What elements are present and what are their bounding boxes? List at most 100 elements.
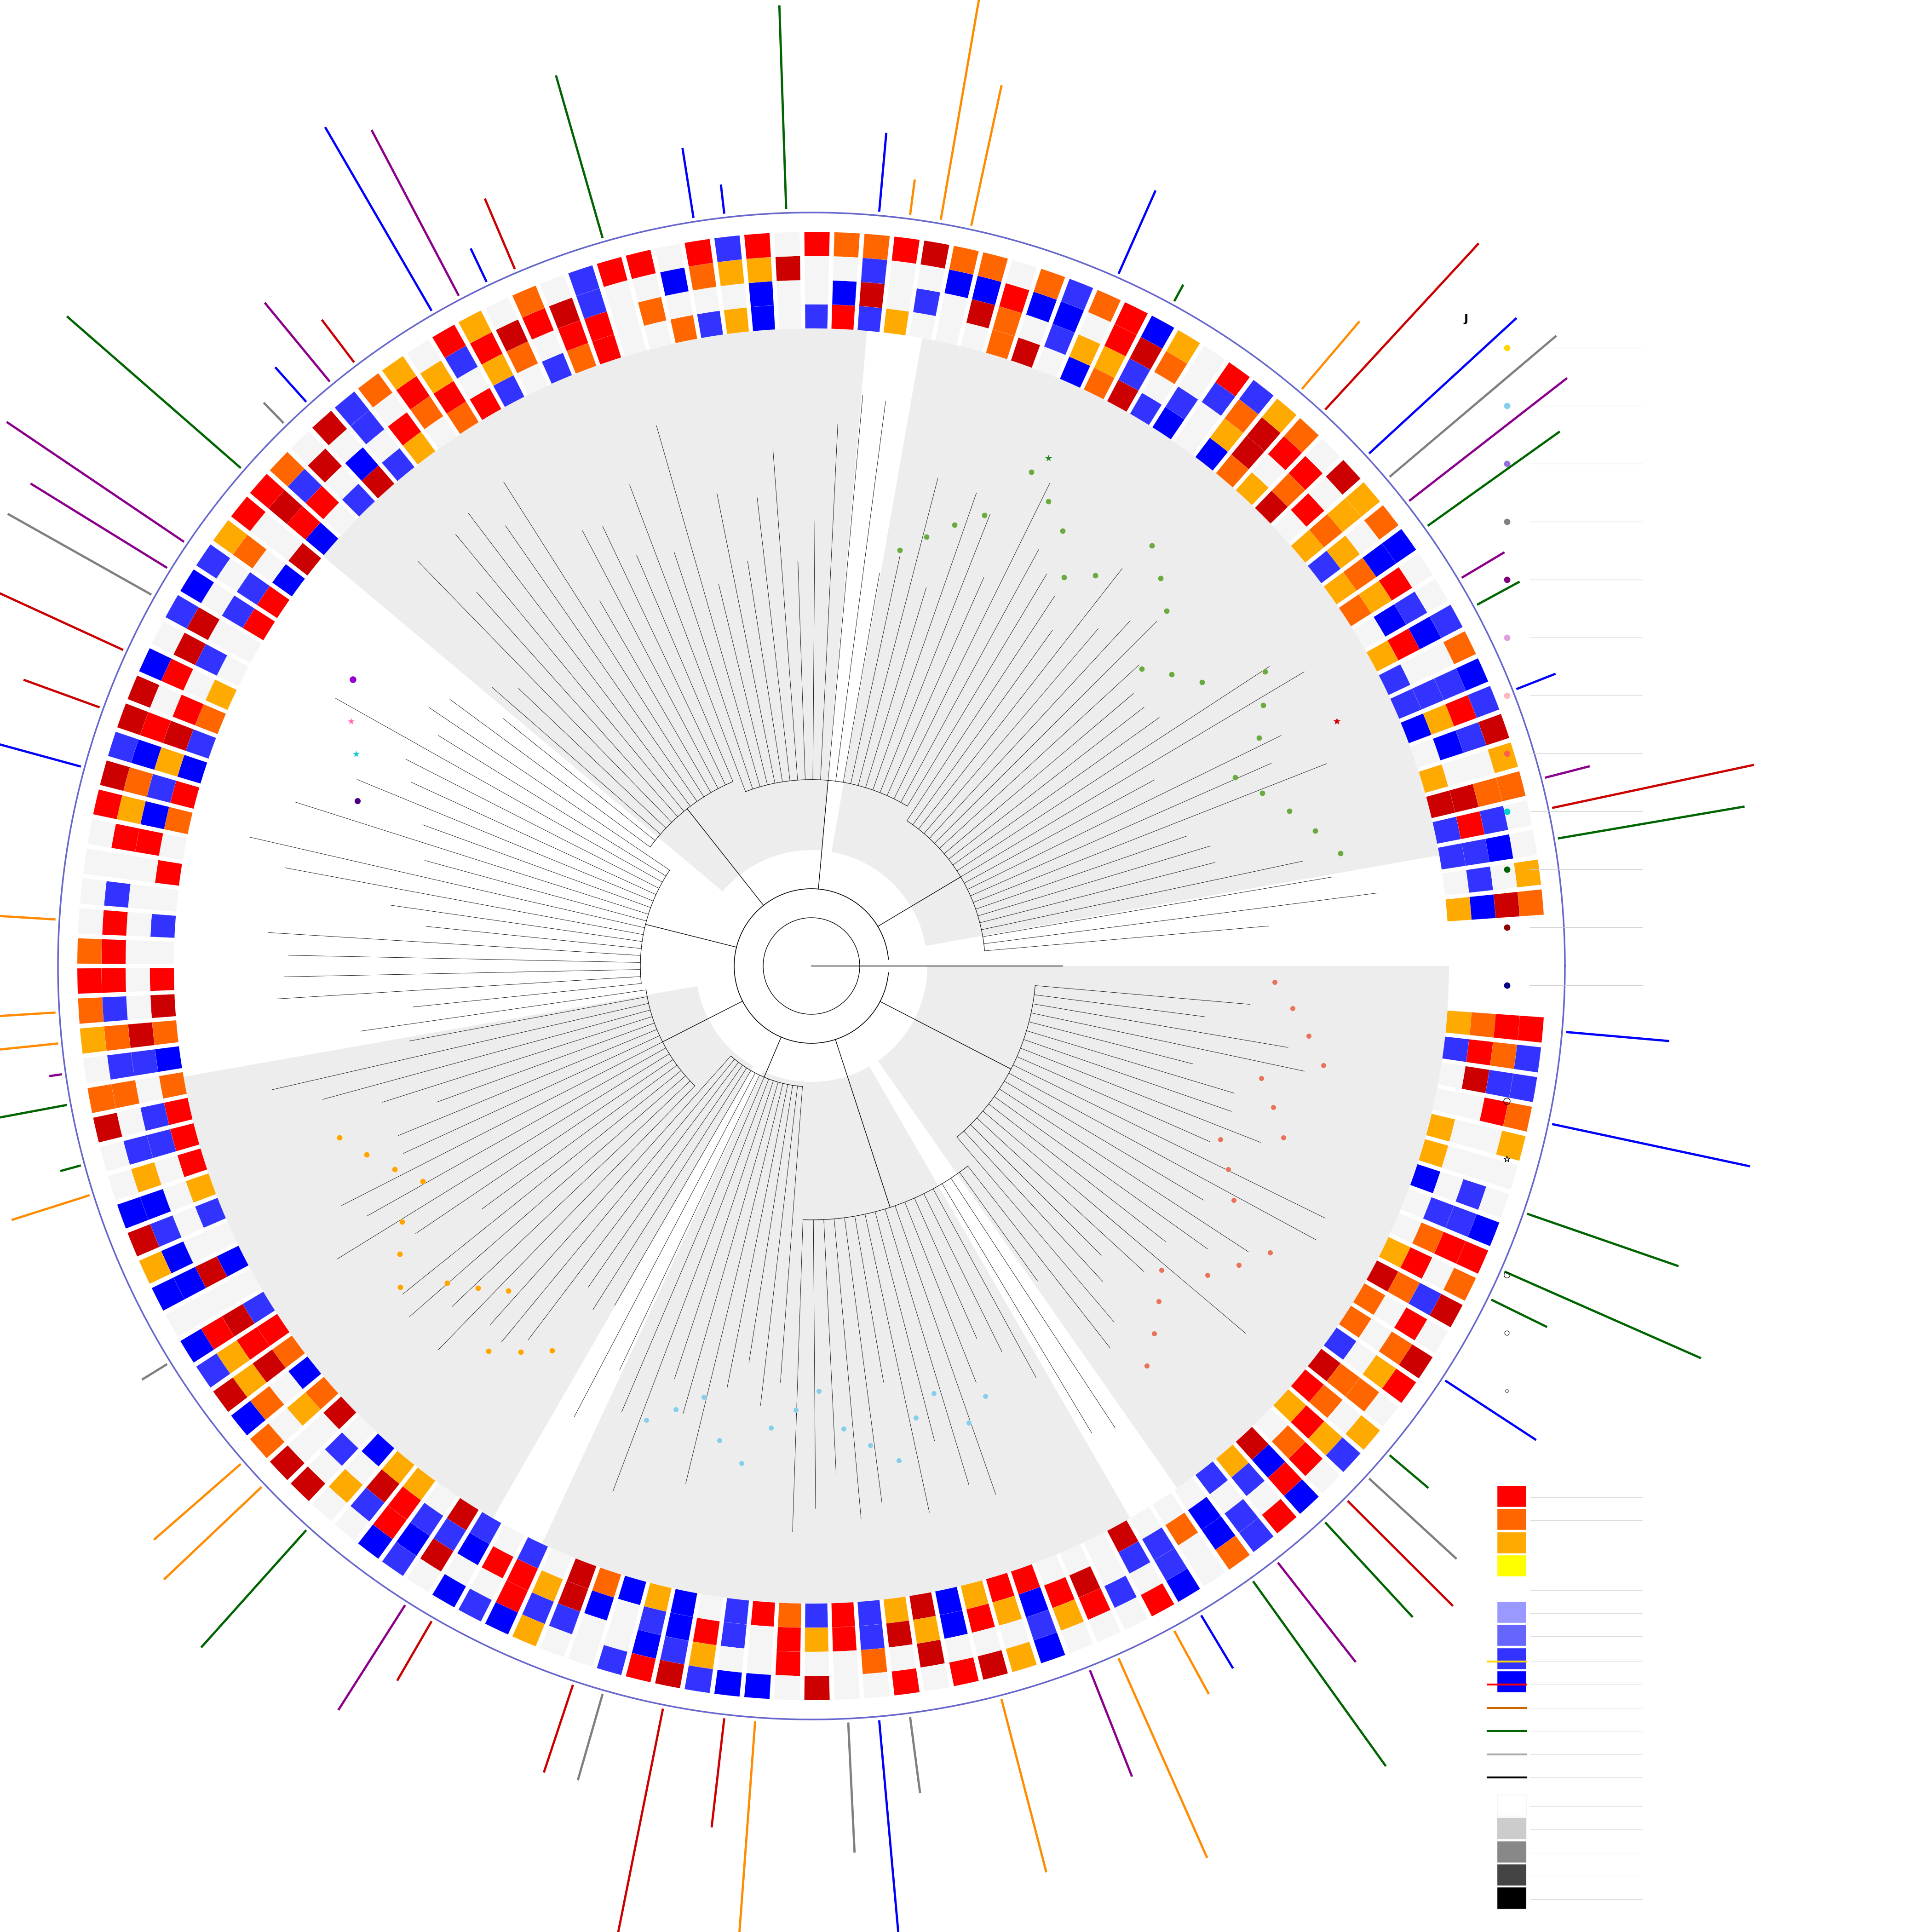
- Polygon shape: [1130, 392, 1161, 425]
- Polygon shape: [1366, 639, 1399, 672]
- Point: [1273, 796, 1304, 827]
- Point: [1151, 595, 1182, 626]
- Polygon shape: [1345, 1378, 1379, 1412]
- Polygon shape: [806, 1604, 829, 1627]
- Polygon shape: [131, 856, 158, 883]
- Polygon shape: [350, 410, 384, 444]
- Point: [970, 1381, 1001, 1412]
- Polygon shape: [102, 968, 126, 993]
- Polygon shape: [999, 1619, 1030, 1648]
- Polygon shape: [1215, 1445, 1248, 1478]
- Polygon shape: [597, 1644, 628, 1675]
- Polygon shape: [222, 595, 255, 628]
- Polygon shape: [270, 452, 305, 487]
- Polygon shape: [1443, 1267, 1476, 1300]
- Polygon shape: [1422, 1258, 1455, 1291]
- Polygon shape: [1509, 831, 1538, 858]
- Polygon shape: [1495, 1130, 1526, 1161]
- Polygon shape: [1262, 1499, 1296, 1534]
- Polygon shape: [1043, 325, 1074, 355]
- Polygon shape: [1061, 278, 1094, 311]
- Point: [912, 522, 943, 553]
- Polygon shape: [1308, 477, 1343, 510]
- Polygon shape: [1327, 1364, 1360, 1397]
- Polygon shape: [290, 431, 325, 466]
- Polygon shape: [960, 1580, 989, 1609]
- Polygon shape: [1379, 1331, 1412, 1364]
- Polygon shape: [1495, 771, 1526, 802]
- Point: [1492, 796, 1522, 827]
- Polygon shape: [147, 1128, 176, 1157]
- Point: [1267, 1122, 1298, 1153]
- Polygon shape: [1068, 334, 1101, 365]
- Polygon shape: [104, 1024, 131, 1051]
- Polygon shape: [887, 1621, 912, 1648]
- Polygon shape: [131, 1163, 162, 1192]
- Polygon shape: [746, 1650, 773, 1675]
- Point: [1277, 993, 1308, 1024]
- Polygon shape: [1231, 1463, 1265, 1495]
- Polygon shape: [100, 761, 129, 790]
- Point: [462, 1273, 493, 1304]
- Polygon shape: [77, 939, 102, 964]
- Polygon shape: [910, 313, 935, 340]
- Point: [970, 500, 1001, 531]
- Polygon shape: [128, 885, 155, 910]
- Polygon shape: [752, 305, 775, 330]
- Point: [1492, 738, 1522, 769]
- Polygon shape: [632, 272, 661, 303]
- Polygon shape: [1084, 1532, 1115, 1565]
- Polygon shape: [566, 344, 597, 373]
- Polygon shape: [775, 232, 800, 257]
- Polygon shape: [1273, 510, 1306, 543]
- Polygon shape: [131, 1049, 158, 1076]
- Polygon shape: [748, 282, 773, 307]
- Polygon shape: [174, 1267, 207, 1300]
- Polygon shape: [1271, 1426, 1306, 1459]
- Point: [781, 1395, 811, 1426]
- Polygon shape: [195, 703, 226, 734]
- Polygon shape: [1401, 1248, 1432, 1279]
- Polygon shape: [1115, 301, 1148, 334]
- Polygon shape: [1291, 529, 1323, 562]
- Polygon shape: [458, 1588, 493, 1621]
- Polygon shape: [234, 535, 267, 568]
- Polygon shape: [1088, 290, 1121, 323]
- Polygon shape: [170, 781, 199, 810]
- Polygon shape: [288, 1430, 323, 1463]
- Polygon shape: [151, 914, 176, 937]
- Polygon shape: [775, 1675, 800, 1700]
- Polygon shape: [618, 327, 647, 355]
- Polygon shape: [1165, 1513, 1198, 1546]
- Polygon shape: [1480, 1097, 1509, 1126]
- Polygon shape: [1018, 315, 1049, 346]
- Polygon shape: [1061, 1544, 1090, 1575]
- Polygon shape: [444, 1553, 477, 1586]
- Polygon shape: [497, 319, 527, 352]
- Point: [1219, 761, 1250, 792]
- Polygon shape: [195, 1256, 228, 1289]
- Polygon shape: [993, 1596, 1022, 1625]
- Polygon shape: [626, 249, 655, 278]
- Polygon shape: [288, 469, 323, 502]
- Polygon shape: [147, 775, 176, 804]
- Polygon shape: [1422, 641, 1455, 674]
- Polygon shape: [1271, 473, 1306, 506]
- Polygon shape: [558, 1580, 587, 1611]
- Polygon shape: [806, 280, 829, 305]
- Polygon shape: [1517, 889, 1544, 916]
- Polygon shape: [325, 466, 359, 500]
- Polygon shape: [269, 527, 303, 560]
- Polygon shape: [493, 375, 524, 408]
- Point: [1146, 562, 1177, 593]
- Polygon shape: [715, 1669, 742, 1696]
- Polygon shape: [433, 381, 466, 413]
- Polygon shape: [1202, 383, 1235, 415]
- Polygon shape: [102, 910, 128, 935]
- Polygon shape: [128, 676, 158, 707]
- Polygon shape: [170, 1122, 199, 1151]
- Point: [537, 1335, 568, 1366]
- Polygon shape: [1443, 1037, 1468, 1063]
- Point: [431, 1267, 462, 1298]
- Polygon shape: [697, 1594, 723, 1621]
